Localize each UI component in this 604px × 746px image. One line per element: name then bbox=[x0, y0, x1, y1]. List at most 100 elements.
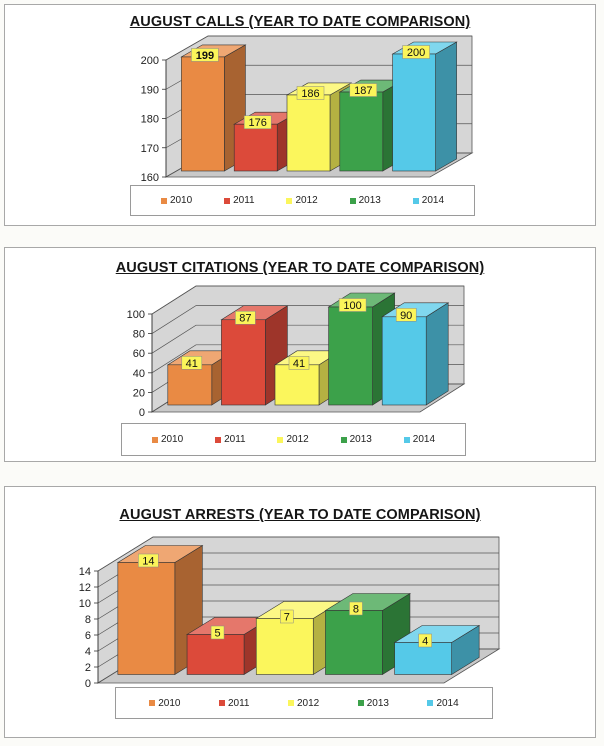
citations-ytick-label: 20 bbox=[133, 387, 145, 399]
calls-data-label-bg bbox=[191, 48, 219, 62]
calls-legend-swatch bbox=[224, 197, 231, 204]
arrests-bar-2010 bbox=[116, 544, 204, 676]
calls-legend-swatch bbox=[349, 197, 356, 204]
calls-data-label-2012: 186 bbox=[301, 88, 319, 100]
calls-legend-swatch bbox=[412, 197, 419, 204]
arrests-data-label-bg bbox=[210, 625, 225, 640]
calls-data-label-2014: 200 bbox=[407, 47, 425, 59]
calls-legend-swatch bbox=[286, 197, 293, 204]
citations-legend-label: 2011 bbox=[224, 434, 246, 445]
citations-data-label-2014: 90 bbox=[400, 310, 412, 322]
arrests-legend-swatch bbox=[287, 700, 294, 706]
citations-data-label-bg bbox=[235, 310, 256, 325]
arrests-data-label-bg bbox=[418, 633, 432, 648]
citations-legend-label: 2013 bbox=[349, 434, 372, 445]
citations-legend-swatch bbox=[403, 436, 410, 443]
citations-chart-panel: AUGUST CITATIONS (YEAR TO DATE COMPARISO… bbox=[4, 247, 596, 462]
arrests-ytick-label: 4 bbox=[85, 646, 91, 658]
arrests-ytick-label: 12 bbox=[79, 582, 91, 594]
arrests-ytick-label: 10 bbox=[79, 598, 91, 610]
citations-ytick-label: 100 bbox=[127, 309, 145, 321]
calls-chart-plot: 160 170 180 190 200 199 176 186 187 200 bbox=[141, 35, 474, 184]
arrests-legend-label: 2014 bbox=[436, 697, 459, 709]
arrests-legend-item-2010: 2010 bbox=[149, 698, 180, 709]
calls-data-label-bg bbox=[349, 83, 378, 97]
citations-legend-item-2010: 2010 bbox=[151, 434, 184, 445]
citations-legend-item-2014: 2014 bbox=[403, 434, 436, 445]
citations-data-label-2012: 41 bbox=[293, 358, 305, 370]
calls-legend-label: 2012 bbox=[295, 195, 318, 206]
citations-data-label-2010: 41 bbox=[186, 358, 198, 370]
arrests-chart-plot: 0 2 4 6 8 10 12 14 14 5 7 8 4 bbox=[79, 536, 501, 690]
arrests-ytick-label: 2 bbox=[85, 662, 91, 674]
arrests-ytick-label: 0 bbox=[85, 678, 91, 690]
calls-legend-item-2014: 2014 bbox=[412, 195, 445, 206]
arrests-data-label-bg bbox=[280, 609, 294, 624]
arrests-data-label-2010: 14 bbox=[142, 556, 154, 568]
arrests-legend-item-2014: 2014 bbox=[427, 697, 459, 709]
calls-data-label-2013: 187 bbox=[354, 85, 372, 97]
citations-legend-swatch bbox=[215, 436, 222, 443]
calls-ytick-label: 170 bbox=[141, 143, 159, 155]
calls-legend-swatch bbox=[160, 197, 167, 204]
arrests-data-label-2014: 4 bbox=[422, 636, 428, 648]
arrests-data-label-2011: 5 bbox=[214, 628, 220, 640]
citations-ytick-label: 40 bbox=[133, 368, 145, 380]
arrests-legend-swatch bbox=[149, 700, 156, 706]
arrests-data-label-2012: 7 bbox=[284, 612, 290, 624]
calls-legend-item-2012: 2012 bbox=[286, 195, 318, 206]
arrests-chart-legend: 2010 2011 2012 2013 2014 bbox=[115, 687, 493, 719]
calls-bar-2014 bbox=[391, 41, 458, 172]
arrests-bar-2014 bbox=[393, 624, 481, 676]
citations-legend-swatch bbox=[277, 436, 284, 443]
calls-legend-label: 2014 bbox=[421, 195, 445, 206]
citations-data-label-2011: 87 bbox=[239, 313, 251, 325]
calls-chart-legend: 2010 2011 2012 2013 2014 bbox=[130, 185, 475, 216]
arrests-gridline bbox=[97, 536, 499, 572]
citations-chart-title: AUGUST CITATIONS (YEAR TO DATE COMPARISO… bbox=[115, 260, 485, 276]
calls-legend-item-2011: 2011 bbox=[224, 195, 255, 206]
citations-legend-swatch bbox=[151, 436, 158, 443]
citations-data-label-bg bbox=[288, 356, 310, 370]
citations-ytick-label: 80 bbox=[133, 329, 145, 341]
arrests-legend-swatch bbox=[218, 700, 225, 706]
calls-ytick-label: 190 bbox=[141, 84, 159, 96]
citations-data-label-2013: 100 bbox=[343, 300, 361, 312]
arrests-legend-item-2011: 2011 bbox=[218, 697, 250, 709]
calls-legend-label: 2010 bbox=[169, 195, 193, 206]
arrests-legend-label: 2010 bbox=[158, 697, 181, 709]
citations-data-label-bg bbox=[338, 298, 367, 312]
arrests-legend-swatch bbox=[427, 700, 434, 706]
arrests-legend-label: 2011 bbox=[227, 697, 250, 709]
citations-chart-plot: 0 20 40 60 80 100 41 87 41 100 90 bbox=[127, 285, 466, 419]
arrests-data-label-bg bbox=[349, 601, 363, 616]
citations-data-label-bg bbox=[181, 356, 203, 370]
citations-legend-label: 2010 bbox=[160, 434, 184, 445]
citations-data-label-bg bbox=[395, 308, 417, 322]
citations-ytick-label: 0 bbox=[139, 407, 145, 419]
calls-data-label-bg bbox=[296, 86, 325, 100]
arrests-legend-label: 2013 bbox=[366, 697, 389, 709]
arrests-chart-title: AUGUST ARRESTS (YEAR TO DATE COMPARISON) bbox=[119, 507, 481, 523]
calls-legend-item-2010: 2010 bbox=[160, 195, 193, 206]
citations-legend-item-2012: 2012 bbox=[277, 434, 309, 445]
citations-ytick-label: 60 bbox=[133, 348, 145, 360]
citations-legend-item-2011: 2011 bbox=[215, 434, 246, 445]
calls-ytick-label: 180 bbox=[141, 114, 159, 126]
arrests-legend-item-2013: 2013 bbox=[357, 697, 389, 709]
citations-gridline bbox=[151, 285, 464, 315]
calls-chart-title: AUGUST CALLS (YEAR TO DATE COMPARISON) bbox=[129, 14, 471, 30]
citations-legend-item-2013: 2013 bbox=[340, 434, 372, 445]
arrests-data-label-bg bbox=[138, 553, 159, 568]
arrests-legend-label: 2012 bbox=[296, 697, 320, 709]
citations-legend-label: 2014 bbox=[412, 434, 436, 445]
citations-chart-legend: 2010 2011 2012 2013 2014 bbox=[121, 423, 466, 456]
calls-ytick-label: 160 bbox=[141, 172, 159, 184]
arrests-legend-swatch bbox=[357, 700, 364, 706]
arrests-legend-item-2012: 2012 bbox=[287, 697, 320, 709]
calls-chart-panel: AUGUST CALLS (YEAR TO DATE COMPARISON) 1… bbox=[4, 4, 596, 226]
calls-legend-label: 2011 bbox=[233, 195, 255, 206]
calls-data-label-2010: 199 bbox=[196, 50, 214, 62]
calls-data-label-bg bbox=[243, 115, 272, 129]
calls-data-label-bg bbox=[402, 45, 430, 59]
